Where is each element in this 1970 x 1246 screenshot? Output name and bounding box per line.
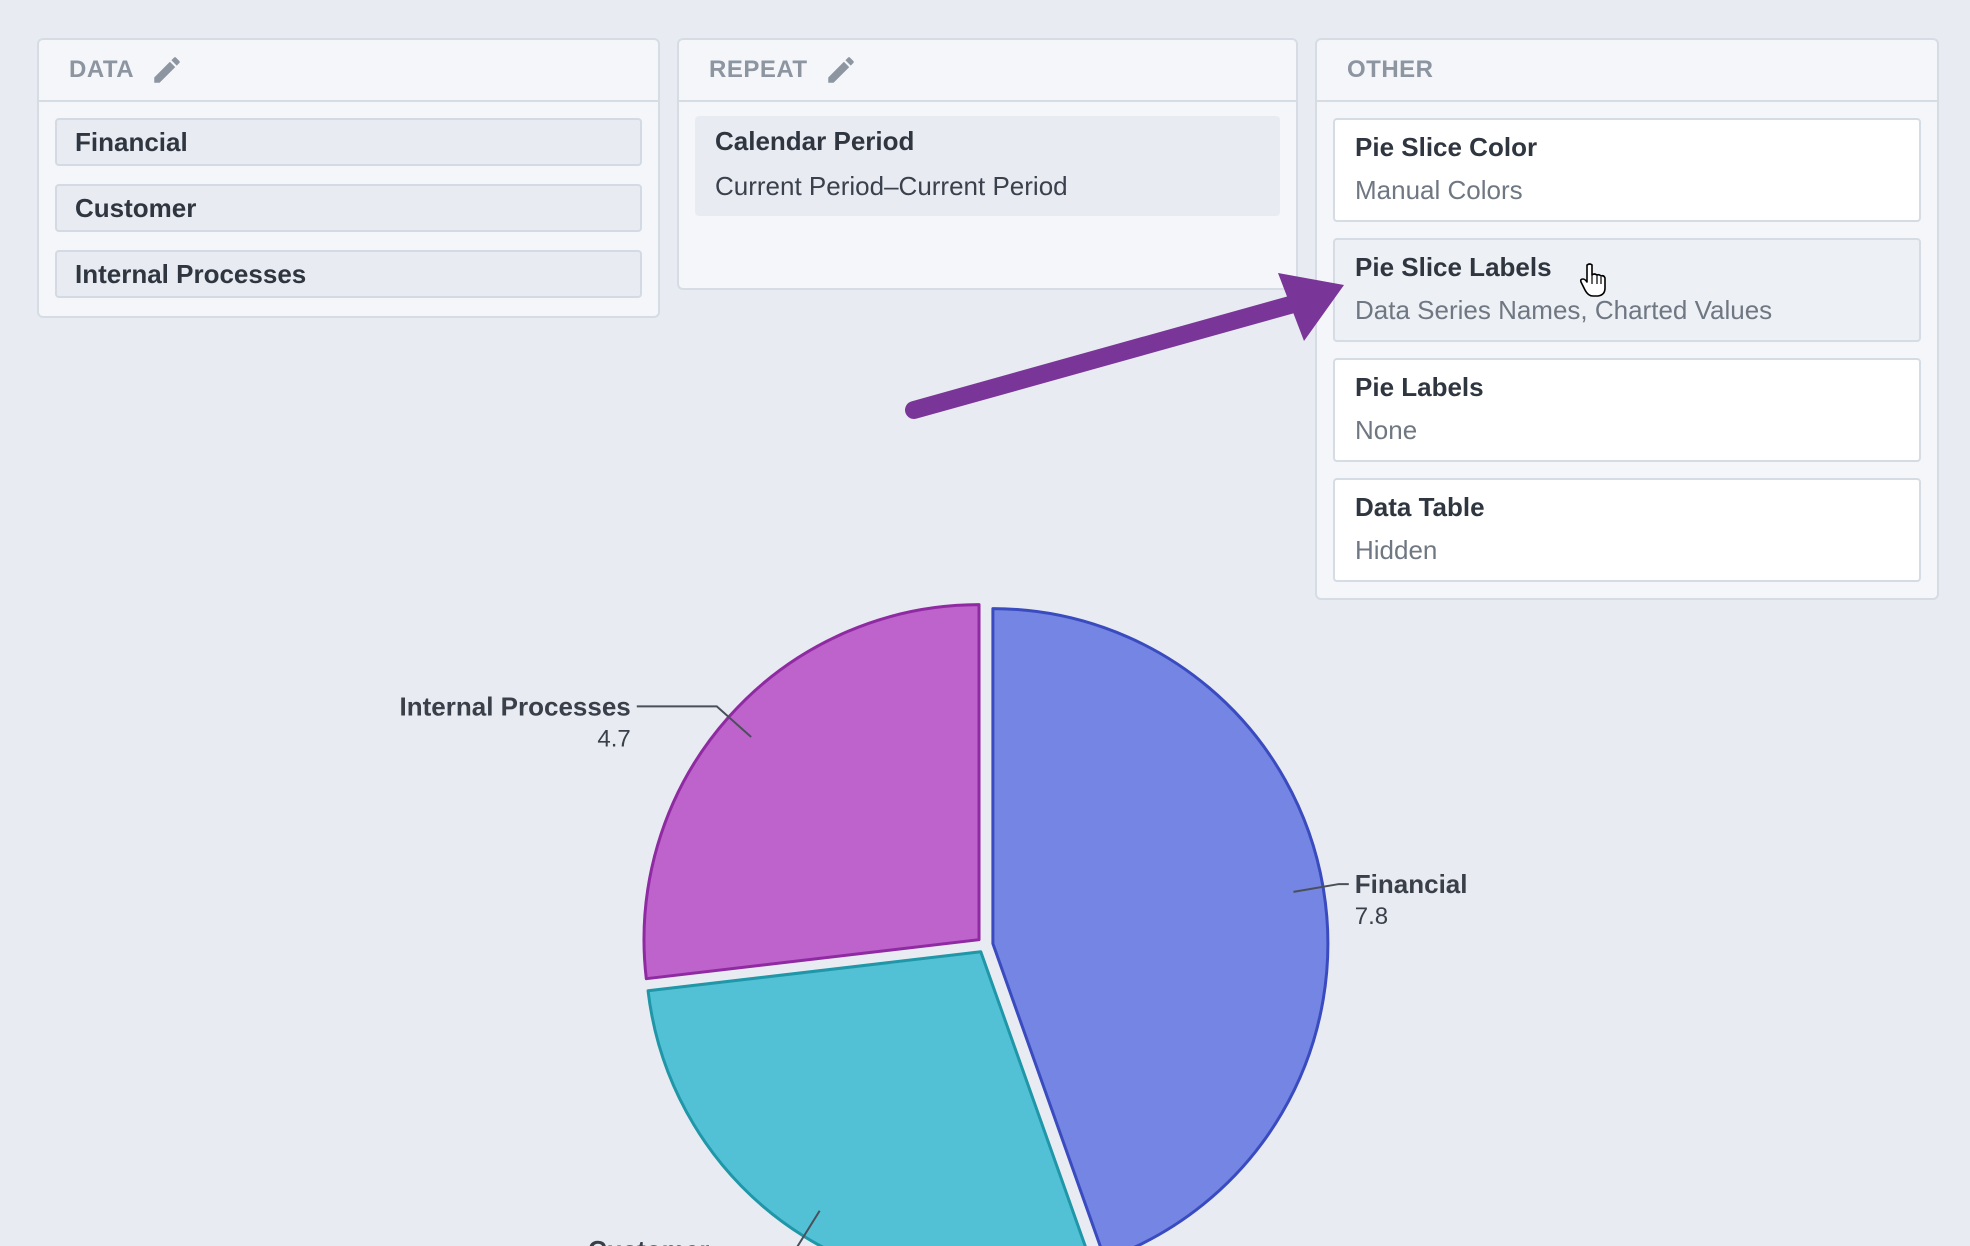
option-value: Manual Colors: [1355, 175, 1523, 205]
data-panel-title: DATA: [69, 56, 135, 83]
repeat-panel-header: REPEAT: [679, 40, 1296, 102]
data-item-label: Financial: [75, 126, 188, 157]
option-pie-labels[interactable]: Pie Labels None: [1333, 358, 1921, 462]
other-panel: OTHER Pie Slice Color Manual Colors Pie …: [1315, 38, 1939, 600]
pie-label-customer: Customer: [588, 1210, 821, 1246]
repeat-panel: REPEAT Calendar Period Current Period–Cu…: [677, 38, 1298, 290]
data-item-internal-processes[interactable]: Internal Processes: [55, 250, 642, 298]
pie-slice-internal-processes[interactable]: [642, 603, 981, 981]
data-item-label: Customer: [75, 192, 197, 223]
hand-cursor-icon: [1579, 263, 1606, 297]
option-value: None: [1355, 415, 1418, 445]
option-value: Data Series Names, Charted Values: [1355, 295, 1773, 325]
data-item-label: Internal Processes: [75, 258, 307, 289]
option-title: Pie Labels: [1355, 372, 1484, 402]
pie-label-name: Financial: [1355, 869, 1468, 899]
option-pie-slice-color[interactable]: Pie Slice Color Manual Colors: [1333, 118, 1921, 222]
pie-label-name: Customer: [588, 1235, 709, 1246]
repeat-item-calendar-period[interactable]: Calendar Period Current Period–Current P…: [695, 116, 1280, 216]
option-pie-slice-labels[interactable]: Pie Slice Labels Data Series Names, Char…: [1333, 238, 1921, 342]
repeat-item-title: Calendar Period: [715, 126, 915, 156]
data-item-customer[interactable]: Customer: [55, 184, 642, 232]
other-panel-header: OTHER: [1317, 40, 1937, 102]
repeat-panel-title: REPEAT: [709, 56, 808, 83]
data-panel: DATA Financial Customer Internal Process…: [37, 38, 660, 318]
repeat-item-value: Current Period–Current Period: [715, 171, 1068, 201]
option-data-table[interactable]: Data Table Hidden: [1333, 478, 1921, 582]
other-panel-title: OTHER: [1347, 56, 1434, 83]
pie-label-financial: Financial 7.8: [1293, 869, 1467, 930]
pie-label-value: 4.7: [597, 725, 630, 752]
pie-label-name: Internal Processes: [400, 691, 631, 721]
data-panel-header: DATA: [39, 40, 658, 102]
pencil-icon[interactable]: [150, 53, 184, 87]
option-title: Data Table: [1355, 492, 1485, 522]
option-title: Pie Slice Color: [1355, 132, 1538, 162]
pie-label-value: 7.8: [1355, 903, 1388, 930]
pencil-icon[interactable]: [824, 53, 858, 87]
option-title: Pie Slice Labels: [1355, 252, 1552, 282]
option-value: Hidden: [1355, 535, 1438, 565]
data-item-financial[interactable]: Financial: [55, 118, 642, 166]
pie-label-internal-processes: Internal Processes 4.7: [400, 691, 752, 752]
